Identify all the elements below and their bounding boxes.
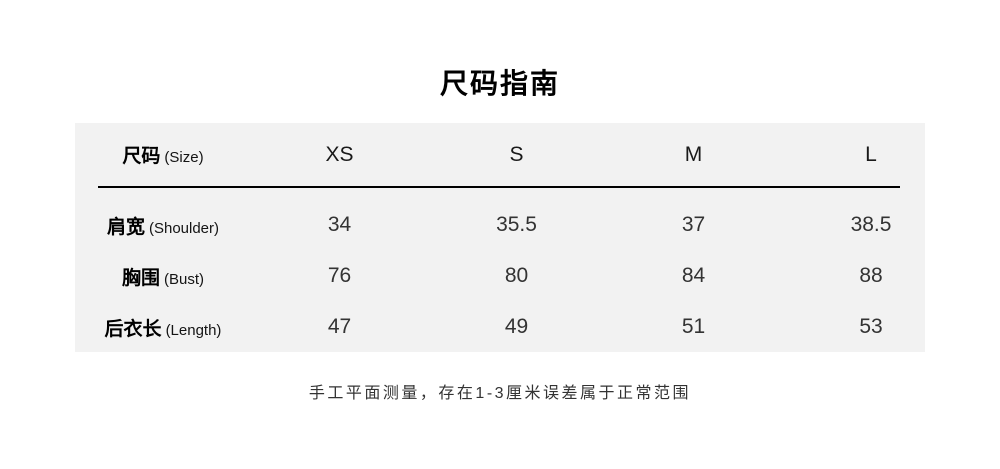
cell-length-s: 49: [504, 315, 529, 338]
row-label-zh: 肩宽: [106, 216, 145, 238]
cell-length-l: 53: [859, 315, 883, 338]
row-label-en: (Shoulder): [148, 219, 220, 237]
cell-length-xs: 47: [327, 315, 352, 338]
size-header-zh: 尺码: [122, 146, 161, 167]
table-body: 肩宽 (Shoulder) 34 35.5 37 38.5 胸围 (Bust) 76…: [75, 188, 925, 353]
table-row-bust: 胸围 (Bust) 76 80 84 88: [75, 251, 960, 302]
cell-bust-l: 88: [859, 264, 883, 287]
cell-length-m: 51: [681, 315, 706, 338]
measurement-note: 手工平面测量，存在1-3厘米误差属于正常范围: [308, 385, 692, 402]
cell-shoulder-l: 38.5: [850, 213, 892, 236]
cell-bust-m: 84: [681, 264, 706, 287]
cell-shoulder-m: 37: [681, 213, 706, 236]
header-cell-xs: XS: [325, 142, 354, 166]
row-label-zh: 胸围: [121, 267, 160, 289]
row-label-zh: 后衣长: [104, 318, 162, 340]
header-cell-s: S: [509, 142, 524, 166]
page-title: 尺码指南: [439, 68, 560, 99]
size-header-en: (Size): [164, 149, 204, 166]
header-cell-m: M: [684, 142, 703, 166]
row-label-length: 后衣长 (Length): [75, 314, 251, 341]
header-cell-size: 尺码 (Size): [75, 141, 251, 168]
header-divider: [98, 186, 900, 188]
row-label-bust: 胸围 (Bust): [75, 263, 251, 290]
cell-shoulder-s: 35.5: [496, 213, 537, 236]
row-label-en: (Bust): [164, 270, 205, 288]
table-header-row: 尺码 (Size) XS S M L: [75, 123, 960, 186]
table-row-shoulder: 肩宽 (Shoulder) 34 35.5 37 38.5: [75, 200, 960, 251]
table-row-length: 后衣长 (Length) 47 49 51 53: [75, 302, 960, 353]
row-label-en: (Length): [165, 321, 222, 339]
header-cell-l: L: [865, 142, 877, 166]
cell-bust-xs: 76: [327, 264, 352, 287]
cell-shoulder-xs: 34: [327, 213, 352, 236]
row-label-shoulder: 肩宽 (Shoulder): [75, 212, 251, 239]
cell-bust-s: 80: [504, 264, 529, 287]
size-guide-table: 尺码 (Size) XS S M L 肩宽 (Shoulder) 34 35.5 3…: [75, 123, 925, 352]
